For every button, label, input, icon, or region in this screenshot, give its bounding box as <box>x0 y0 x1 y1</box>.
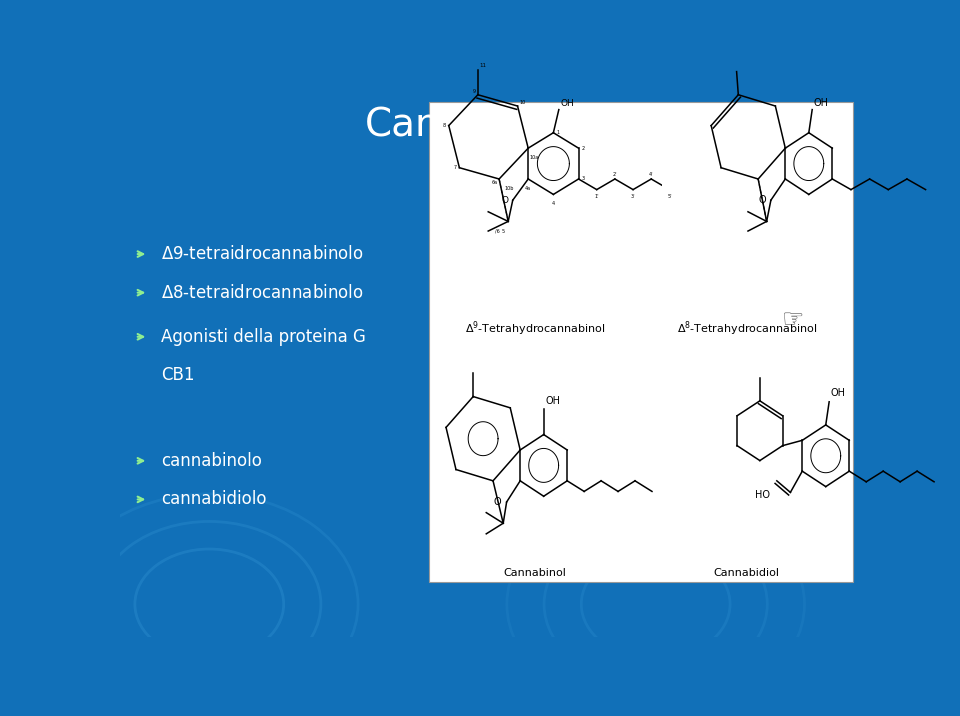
Text: $\Delta^9$-Tetrahydrocannabinol: $\Delta^9$-Tetrahydrocannabinol <box>465 319 605 338</box>
Text: O: O <box>493 497 501 507</box>
Text: 3: 3 <box>581 177 585 181</box>
Text: 2': 2' <box>612 172 617 177</box>
Text: 5': 5' <box>667 194 672 199</box>
Text: cannabinolo: cannabinolo <box>161 452 262 470</box>
Text: Cannabinoidi: Cannabinoidi <box>365 105 619 143</box>
Text: 1: 1 <box>556 130 560 135</box>
Text: Cannabinol: Cannabinol <box>503 568 566 578</box>
Text: 9: 9 <box>473 89 476 94</box>
Text: OH: OH <box>561 99 574 107</box>
Text: $\Delta^8$-Tetrahydrocannabinol: $\Delta^8$-Tetrahydrocannabinol <box>677 319 817 338</box>
Text: 11: 11 <box>480 63 487 68</box>
FancyBboxPatch shape <box>429 102 852 582</box>
Text: O: O <box>758 195 766 205</box>
Text: CB1: CB1 <box>161 367 195 384</box>
Text: 1': 1' <box>594 194 599 199</box>
Text: 3': 3' <box>631 194 636 199</box>
Text: OH: OH <box>814 97 828 107</box>
Text: cannabidiolo: cannabidiolo <box>161 490 267 508</box>
Text: 4': 4' <box>649 172 654 177</box>
Text: 4a: 4a <box>525 185 531 190</box>
Text: Agonisti della proteina G: Agonisti della proteina G <box>161 328 366 346</box>
Text: 10: 10 <box>519 100 526 105</box>
Text: /6: /6 <box>495 229 499 234</box>
Text: 5: 5 <box>501 229 504 234</box>
Text: OH: OH <box>830 388 846 398</box>
Text: OH: OH <box>545 396 561 406</box>
Text: 4: 4 <box>552 201 555 206</box>
Text: $\Delta$8-tetraidrocannabinolo: $\Delta$8-tetraidrocannabinolo <box>161 284 364 301</box>
Text: 7: 7 <box>453 165 457 170</box>
Text: HO: HO <box>755 490 770 500</box>
Text: 10a: 10a <box>529 155 539 160</box>
Text: ☞: ☞ <box>782 308 804 332</box>
Text: 8: 8 <box>443 123 446 128</box>
Text: Cannabidiol: Cannabidiol <box>714 568 780 578</box>
Text: 6a: 6a <box>492 180 497 185</box>
Text: $\Delta$9-tetraidrocannabinolo: $\Delta$9-tetraidrocannabinolo <box>161 245 364 263</box>
Text: 2: 2 <box>581 145 585 150</box>
Text: O: O <box>501 195 508 205</box>
Text: 10b: 10b <box>505 185 514 190</box>
